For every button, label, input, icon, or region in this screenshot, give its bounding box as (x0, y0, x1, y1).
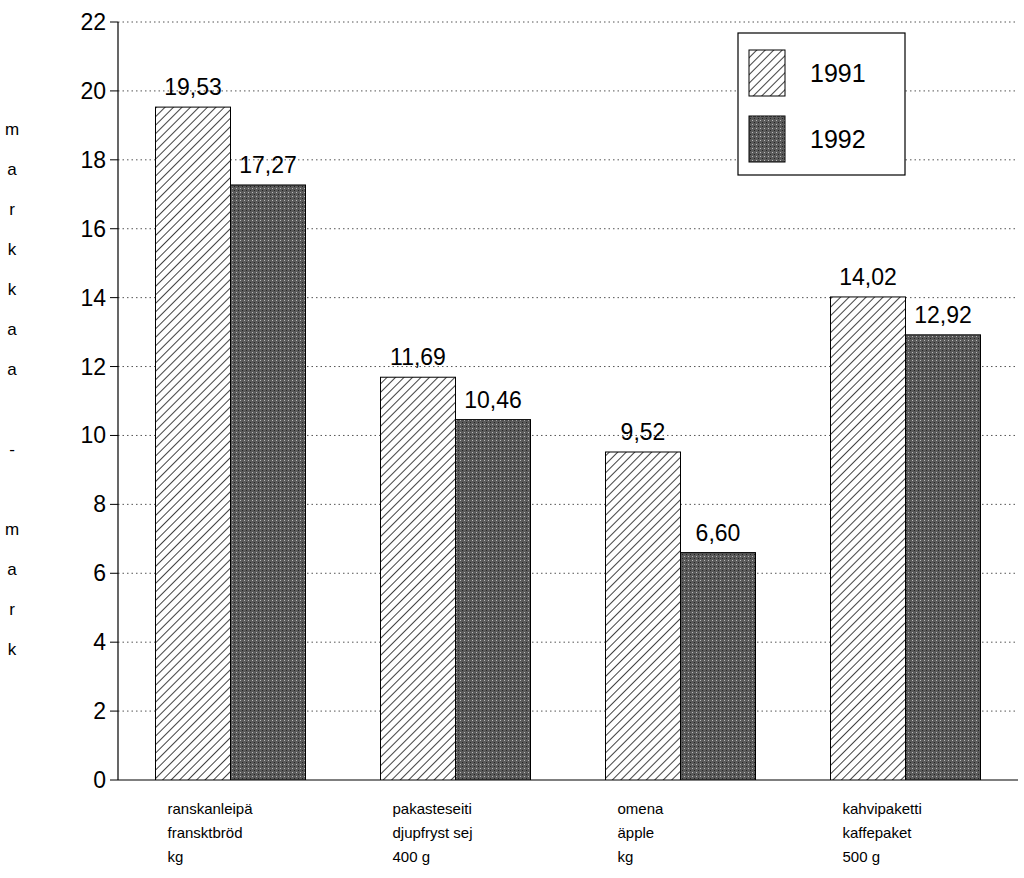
tick-label: 10 (80, 422, 106, 448)
tick-mark (110, 435, 118, 436)
bar (231, 185, 306, 780)
tick-mark (110, 159, 118, 160)
tick-mark (110, 573, 118, 574)
tick-mark (110, 228, 118, 229)
legend: 1991 1992 (738, 33, 905, 175)
y-axis-label-char: a (7, 160, 17, 179)
y-axis-label-char: a (7, 320, 17, 339)
data-label: 19,53 (164, 74, 222, 100)
y-axis-label-char: k (8, 640, 17, 659)
y-axis-label-char: k (8, 280, 17, 299)
tick-mark (110, 711, 118, 712)
legend-label: 1992 (810, 125, 866, 153)
bar (681, 553, 756, 780)
y-axis-label-char: k (8, 240, 17, 259)
bar (606, 452, 681, 780)
tick-label: 18 (80, 147, 106, 173)
category-label-line: kg (168, 848, 184, 865)
y-axis-label: m a r k k a a - m a r k (5, 120, 19, 659)
category-label: omena äpple kg (618, 800, 665, 865)
tick-label: 0 (93, 767, 106, 793)
y-axis (117, 22, 118, 780)
y-axis-label-char: m (5, 120, 19, 139)
tick-label: 2 (93, 698, 106, 724)
data-label: 12,92 (914, 302, 972, 328)
legend-swatch (749, 116, 785, 162)
bar (831, 297, 906, 780)
y-axis-label-char: r (9, 600, 15, 619)
y-axis-label-char (10, 400, 15, 419)
data-label: 10,46 (464, 387, 522, 413)
data-label: 11,69 (390, 344, 446, 370)
bars (156, 107, 981, 780)
category-label-line: kg (618, 848, 634, 865)
category-label-line: omena (618, 800, 665, 817)
data-label: 14,02 (839, 264, 897, 290)
tick-mark (110, 504, 118, 505)
tick-mark (110, 90, 118, 91)
bar (381, 377, 456, 780)
grid-line (118, 22, 1018, 23)
y-axis-label-char: - (9, 440, 15, 459)
chart: 0 2 4 6 8 10 12 14 16 18 20 22 m a r k k a a - m a r k 19,53 11… (0, 0, 1024, 878)
y-axis-label-char: m (5, 520, 19, 539)
tick-label: 22 (80, 9, 106, 35)
tick-label: 14 (80, 285, 106, 311)
tick-label: 6 (93, 560, 106, 586)
category-label-line: fransktbröd (168, 824, 243, 841)
category-label-line: djupfryst sej (393, 824, 473, 841)
legend-swatch (749, 50, 785, 96)
data-label: 17,27 (239, 152, 297, 178)
y-axis-label-char (10, 480, 15, 499)
category-label: kahvipaketti kaffepaket 500 g (843, 800, 922, 865)
legend-box (738, 33, 905, 175)
tick-mark (110, 780, 118, 781)
bar (156, 107, 231, 780)
category-label-line: kaffepaket (843, 824, 913, 841)
category-label-line: pakasteseiti (393, 800, 472, 817)
tick-label: 4 (93, 629, 106, 655)
bar (456, 420, 531, 780)
tick-label: 8 (93, 491, 106, 517)
chart-root: 0 2 4 6 8 10 12 14 16 18 20 22 m a r k k a a - m a r k 19,53 11… (0, 0, 1024, 878)
tick-mark (110, 297, 118, 298)
y-axis-label-char: a (7, 360, 17, 379)
tick-mark (110, 642, 118, 643)
category-label: pakasteseiti djupfryst sej 400 g (393, 800, 473, 865)
tick-label: 16 (80, 216, 106, 242)
data-label: 9,52 (621, 419, 666, 445)
category-label: ranskanleipä fransktbröd kg (168, 800, 254, 865)
category-label-line: kahvipaketti (843, 800, 922, 817)
category-label-line: 500 g (843, 848, 881, 865)
tick-mark (110, 22, 118, 23)
category-label-line: ranskanleipä (168, 800, 254, 817)
data-label: 6,60 (696, 520, 741, 546)
grid (110, 22, 1018, 780)
category-label-line: 400 g (393, 848, 431, 865)
category-label-line: äpple (618, 824, 655, 841)
y-axis-label-char: r (9, 200, 15, 219)
data-labels: 19,53 11,69 9,52 14,02 17,27 10,46 6,60 12,92 (164, 74, 972, 545)
y-axis-label-char: a (7, 560, 17, 579)
tick-mark (110, 366, 118, 367)
tick-label: 20 (80, 78, 106, 104)
bar (906, 335, 981, 780)
tick-label: 12 (80, 354, 106, 380)
legend-label: 1991 (810, 59, 866, 87)
